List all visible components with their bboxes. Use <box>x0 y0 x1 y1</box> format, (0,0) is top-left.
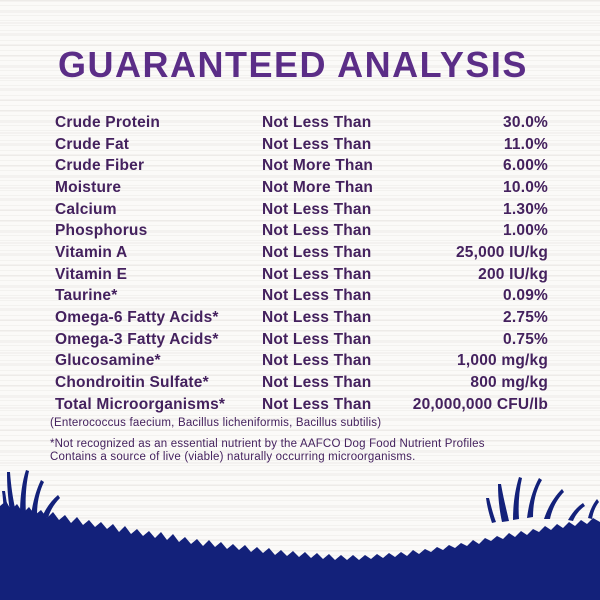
nutrient-value: 11.0% <box>503 135 548 153</box>
nutrient-qualifier: Not Less Than <box>262 265 372 283</box>
table-row: Chondroitin Sulfate* Not Less Than 800 m… <box>55 372 548 394</box>
nutrient-name: Crude Fat <box>55 135 130 153</box>
nutrient-qualifier: Not Less Than <box>262 243 372 261</box>
nutrient-name: Crude Protein <box>55 113 161 131</box>
footnote-line-1: *Not recognized as an essential nutrient… <box>50 438 485 450</box>
table-row: Calcium Not Less Than 1.30% <box>55 199 548 221</box>
nutrient-name: Glucosamine* <box>55 352 161 370</box>
analysis-table: Crude Protein Not Less Than 30.0% Crude … <box>55 112 548 416</box>
nutrient-name: Phosphorus <box>55 222 148 240</box>
table-row: Crude Protein Not Less Than 30.0% <box>55 112 548 134</box>
nutrient-qualifier: Not More Than <box>262 157 374 175</box>
nutrient-value: 1,000 mg/kg <box>457 352 548 370</box>
nutrient-name: Vitamin E <box>55 265 128 283</box>
nutrient-qualifier: Not Less Than <box>262 352 372 370</box>
nutrient-value: 1.30% <box>503 200 548 218</box>
table-row: Omega-6 Fatty Acids* Not Less Than 2.75% <box>55 307 548 329</box>
nutrient-name: Moisture <box>55 178 122 196</box>
grass-mound <box>0 501 600 600</box>
nutrient-value: 30.0% <box>503 113 548 131</box>
table-row: Total Microorganisms* Not Less Than 20,0… <box>55 394 548 416</box>
nutrient-value: 10.0% <box>503 178 548 196</box>
nutrient-value: 1.00% <box>503 222 548 240</box>
nutrient-value: 25,000 IU/kg <box>455 243 548 261</box>
page-title: GUARANTEED ANALYSIS <box>58 44 528 85</box>
grass-silhouette <box>0 470 600 600</box>
nutrient-qualifier: Not Less Than <box>262 309 372 327</box>
grass-tuft-right <box>486 477 599 523</box>
nutrient-qualifier: Not Less Than <box>262 222 372 240</box>
table-row: Crude Fiber Not More Than 6.00% <box>55 155 548 177</box>
grass-tuft-left <box>2 470 60 518</box>
nutrient-qualifier: Not More Than <box>262 178 374 196</box>
footnote-line-2: Contains a source of live (viable) natur… <box>50 450 416 463</box>
nutrient-name: Taurine* <box>55 287 118 305</box>
nutrient-value: 20,000,000 CFU/lb <box>412 395 548 413</box>
nutrient-qualifier: Not Less Than <box>262 200 372 218</box>
table-row: Crude Fat Not Less Than 11.0% <box>55 134 548 156</box>
microorganism-species-note: (Enterococcus faecium, Bacillus lichenif… <box>50 417 382 429</box>
aafco-footnote: *Not recognized as an essential nutrient… <box>50 438 485 464</box>
table-row: Moisture Not More Than 10.0% <box>55 177 548 199</box>
nutrient-qualifier: Not Less Than <box>262 395 372 413</box>
table-row: Taurine* Not Less Than 0.09% <box>55 286 548 308</box>
nutrient-qualifier: Not Less Than <box>262 113 372 131</box>
nutrient-name: Omega-6 Fatty Acids* <box>55 309 219 327</box>
nutrient-value: 0.09% <box>503 287 548 305</box>
nutrient-value: 0.75% <box>503 330 548 348</box>
table-row: Vitamin E Not Less Than 200 IU/kg <box>55 264 548 286</box>
nutrient-value: 800 mg/kg <box>470 374 548 392</box>
table-row: Glucosamine* Not Less Than 1,000 mg/kg <box>55 351 548 373</box>
nutrient-qualifier: Not Less Than <box>262 330 372 348</box>
nutrient-name: Calcium <box>55 200 117 218</box>
table-row: Phosphorus Not Less Than 1.00% <box>55 220 548 242</box>
nutrient-value: 6.00% <box>503 157 548 175</box>
nutrient-name: Chondroitin Sulfate* <box>55 374 209 392</box>
nutrient-qualifier: Not Less Than <box>262 374 372 392</box>
nutrient-qualifier: Not Less Than <box>262 135 372 153</box>
table-row: Omega-3 Fatty Acids* Not Less Than 0.75% <box>55 329 548 351</box>
table-row: Vitamin A Not Less Than 25,000 IU/kg <box>55 242 548 264</box>
nutrient-name: Total Microorganisms* <box>55 395 226 413</box>
nutrient-name: Vitamin A <box>55 243 128 261</box>
nutrient-value: 200 IU/kg <box>478 265 548 283</box>
nutrient-name: Omega-3 Fatty Acids* <box>55 330 219 348</box>
nutrient-value: 2.75% <box>503 309 548 327</box>
nutrient-qualifier: Not Less Than <box>262 287 372 305</box>
nutrient-name: Crude Fiber <box>55 157 145 175</box>
